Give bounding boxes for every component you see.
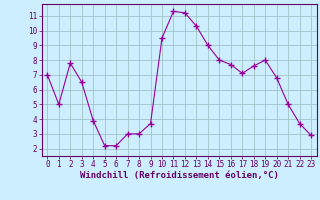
- X-axis label: Windchill (Refroidissement éolien,°C): Windchill (Refroidissement éolien,°C): [80, 171, 279, 180]
